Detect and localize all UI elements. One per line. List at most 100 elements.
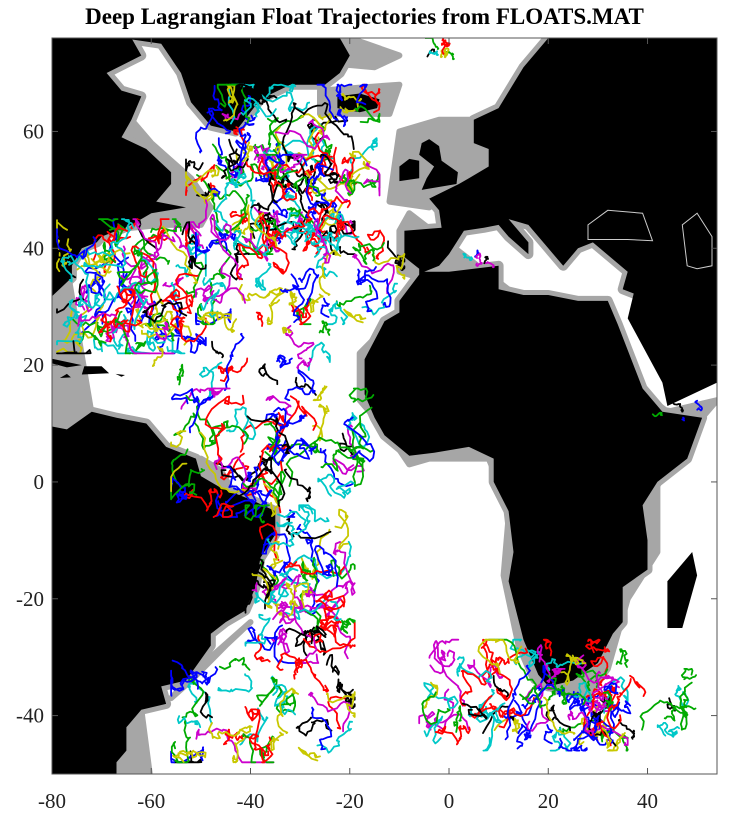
float-trajectory-372 — [244, 504, 270, 524]
float-trajectory-32 — [216, 131, 252, 179]
float-trajectory-180 — [184, 333, 207, 354]
float-trajectory-476 — [495, 697, 535, 729]
float-trajectory-471 — [423, 682, 459, 709]
float-trajectory-274 — [276, 354, 293, 369]
float-trajectory-58 — [274, 119, 331, 150]
y-tick-label: 0 — [34, 470, 45, 494]
float-trajectory-202 — [142, 298, 188, 323]
float-trajectory-243 — [257, 212, 276, 253]
float-trajectory-116 — [300, 195, 351, 228]
float-trajectory-233 — [320, 297, 330, 318]
float-trajectory-275 — [284, 325, 315, 360]
float-trajectory-434 — [590, 656, 609, 687]
float-trajectory-153 — [85, 252, 112, 274]
float-trajectory-374 — [332, 541, 354, 597]
float-trajectory-423 — [252, 736, 274, 764]
float-trajectory-54 — [316, 83, 339, 121]
float-trajectory-242 — [209, 213, 242, 281]
float-trajectory-399 — [256, 677, 283, 707]
float-trajectory-250 — [298, 267, 320, 306]
float-trajectory-191 — [60, 254, 92, 308]
float-trajectory-387 — [276, 521, 296, 532]
float-trajectory-300 — [346, 412, 371, 448]
float-trajectory-336 — [204, 394, 245, 466]
float-trajectory-425 — [272, 684, 296, 716]
float-trajectory-529 — [608, 700, 632, 715]
float-trajectory-178 — [78, 330, 107, 347]
float-trajectory-307 — [266, 439, 287, 466]
float-trajectory-56 — [355, 83, 368, 106]
float-trajectory-201 — [56, 228, 97, 260]
float-trajectory-280 — [176, 363, 185, 386]
float-trajectory-403 — [244, 706, 261, 745]
float-trajectory-213 — [372, 253, 406, 280]
float-trajectory-57 — [363, 162, 381, 197]
y-axis-ticks: -40 -20 0 20 40 60 — [16, 119, 717, 728]
float-trajectory-338 — [212, 502, 235, 518]
float-trajectory-187 — [169, 315, 207, 343]
float-trajectory-226 — [266, 299, 281, 326]
float-trajectory-41 — [211, 143, 263, 187]
float-trajectory-101 — [293, 176, 321, 197]
float-trajectory-195 — [116, 249, 149, 286]
float-trajectory-263 — [443, 47, 450, 59]
float-trajectory-217 — [357, 268, 379, 313]
float-trajectory-510 — [573, 720, 591, 742]
x-tick-label: -80 — [38, 789, 66, 813]
float-trajectory-328 — [198, 431, 252, 494]
float-trajectory-108 — [213, 190, 247, 238]
float-trajectory-396 — [327, 695, 347, 730]
float-trajectory-376 — [261, 576, 291, 597]
float-trajectory-125 — [245, 161, 287, 199]
float-trajectory-281 — [211, 340, 224, 359]
float-trajectory-255 — [352, 242, 385, 265]
float-trajectory-20 — [360, 83, 381, 114]
float-trajectory-535 — [651, 411, 663, 418]
float-trajectory-410 — [293, 657, 330, 693]
float-trajectory-123 — [338, 246, 356, 255]
float-trajectory-386 — [313, 545, 339, 588]
float-trajectory-424 — [276, 652, 304, 673]
float-trajectory-292 — [319, 447, 355, 487]
float-trajectory-331 — [170, 482, 198, 501]
float-trajectory-289 — [180, 488, 223, 512]
float-trajectory-515 — [639, 690, 689, 731]
float-trajectory-330 — [246, 415, 291, 455]
float-trajectory-443 — [559, 711, 596, 735]
float-trajectory-207 — [361, 282, 398, 316]
float-trajectory-522 — [517, 723, 532, 741]
float-trajectory-417 — [325, 691, 356, 718]
float-trajectory-395 — [187, 681, 213, 725]
float-trajectory-432 — [179, 669, 208, 690]
float-trajectory-318 — [170, 476, 188, 504]
float-trajectory-418 — [199, 691, 213, 719]
float-trajectory-304 — [226, 406, 257, 441]
float-trajectory-285 — [318, 320, 331, 336]
float-trajectory-450 — [477, 638, 501, 674]
float-trajectory-260 — [424, 38, 440, 50]
float-trajectory-288 — [296, 357, 313, 370]
float-trajectory-166 — [141, 322, 192, 346]
float-trajectory-284 — [207, 311, 238, 333]
float-trajectory-429 — [172, 749, 207, 763]
float-trajectory-21 — [235, 141, 254, 163]
float-trajectory-249 — [236, 243, 264, 281]
float-trajectory-230 — [366, 229, 385, 260]
float-trajectory-218 — [249, 218, 282, 233]
float-trajectory-364 — [284, 561, 346, 575]
float-trajectory-239 — [335, 284, 373, 308]
float-trajectory-235 — [286, 212, 314, 232]
x-tick-label: -40 — [237, 789, 265, 813]
float-trajectory-531 — [663, 705, 697, 722]
float-trajectory-325 — [273, 437, 311, 460]
float-trajectory-375 — [258, 523, 280, 561]
float-trajectory-251 — [355, 266, 392, 308]
float-trajectory-498 — [461, 702, 488, 720]
float-trajectory-385 — [273, 582, 299, 618]
float-trajectory-337 — [170, 462, 188, 493]
float-trajectory-302 — [338, 432, 354, 456]
float-trajectory-287 — [258, 363, 279, 386]
float-trajectory-362 — [298, 504, 330, 523]
float-trajectory-533 — [550, 668, 566, 679]
float-trajectory-221 — [314, 245, 338, 278]
